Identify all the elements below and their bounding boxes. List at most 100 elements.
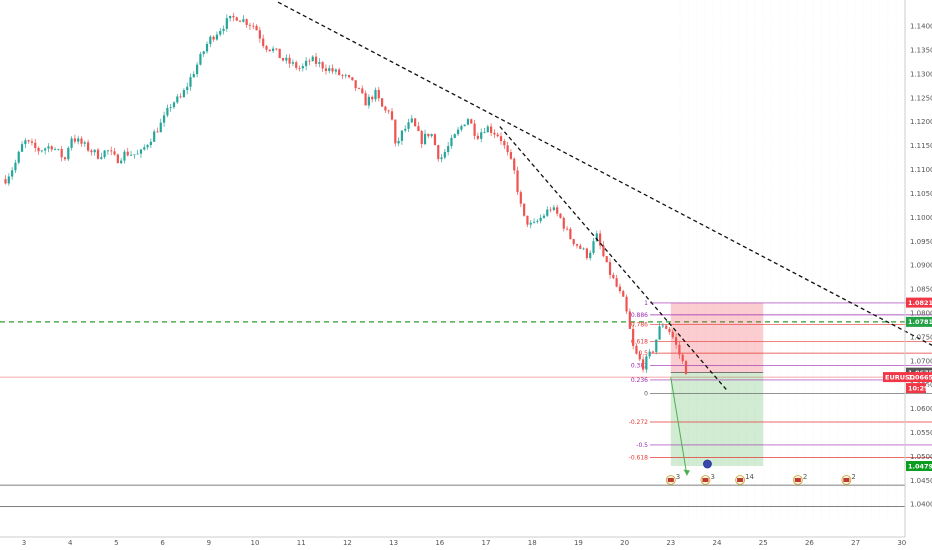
candle-body [549,209,552,211]
candle-body [40,150,43,152]
candle-body [608,262,612,275]
candle-body [483,132,486,134]
event-flag-stripe [794,478,801,482]
candle-body [83,142,86,144]
event-flag-stripe [737,478,744,482]
candle-body [499,136,503,141]
candle-body [565,228,569,230]
candle-body [123,151,126,161]
time-axis-tick: 17 [482,539,491,547]
candle-body [100,157,103,159]
candle-body [503,140,506,146]
candle-body [205,43,209,52]
candle-body [110,150,113,152]
candle-body [463,124,466,127]
fib-level-label: -0.272 [629,419,649,426]
time-axis-tick: 12 [343,539,352,547]
candle-body [271,48,275,51]
candle-body [126,151,129,156]
fib-level-label: 0.886 [631,312,648,319]
candle-body [11,170,14,177]
time-axis-tick: 23 [666,539,675,547]
candle-body [407,122,410,129]
time-axis-tick: 30 [897,539,906,547]
candle-body [225,18,228,29]
candle-body [605,256,608,263]
candle-body [575,244,579,246]
candle-body [635,345,638,354]
candle-body [182,90,185,98]
candle-body [641,359,645,370]
candle-body [476,135,479,139]
projection-arrow-head [683,469,690,476]
price-axis-tick: 1.10500 [910,190,932,198]
candle-body [681,354,684,362]
candle-body [595,233,598,242]
price-label-badge [906,316,932,327]
candle-body [153,131,156,142]
candle-body [651,351,655,353]
candle-body [106,150,110,152]
candle-body [417,126,420,132]
candle-body [50,146,53,150]
candle-body [344,75,347,76]
candle-body [63,157,67,160]
candle-body [658,326,661,340]
candle-body [361,88,364,94]
time-axis-tick: 10 [251,539,260,547]
candle-body [143,147,146,150]
price-axis-tick: 1.12000 [910,118,932,126]
candle-body [222,28,225,31]
candle-body [172,102,176,108]
time-axis-tick: 3 [22,539,26,547]
candle-body [255,25,258,31]
candle-body [380,98,384,107]
time-axis-tick: 25 [759,539,768,547]
price-axis-tick: 1.09500 [910,238,932,246]
candle-body [113,151,116,155]
candle-body [149,141,152,146]
candle-body [427,133,430,137]
candle-body [420,131,423,145]
time-axis-tick: 27 [851,539,860,547]
candle-body [242,19,245,22]
candle-body [57,149,60,150]
candle-body [387,110,390,112]
candle-body [24,140,27,145]
time-axis-tick: 4 [68,539,73,547]
fib-level-label: 0.5 [638,350,648,357]
fib-level-label: -0.618 [629,454,649,461]
price-label-badge [906,297,932,308]
candle-body [582,248,585,250]
candle-body [162,115,166,123]
candle-body [367,96,370,106]
price-label-text: 1.07814 [908,318,932,326]
candle-body [331,68,334,72]
candle-body [602,245,605,257]
candle-body [546,209,549,216]
candle-body [374,89,377,100]
candle-body [169,107,172,108]
candle-body [156,131,159,133]
candle-body [579,245,582,249]
fib-level-label: 0.618 [631,339,648,346]
price-axis-tick: 1.04500 [910,477,932,485]
price-axis-tick: 1.08000 [910,309,932,317]
candle-body [179,96,182,98]
candle-body [456,129,460,135]
candle-body [288,57,291,64]
candle-body [93,149,96,153]
event-count: 3 [676,473,680,481]
candle-body [430,134,433,137]
candle-body [238,20,242,22]
candle-body [480,132,483,139]
candle-body [615,278,618,287]
event-count: 14 [745,473,754,481]
candle-body [397,140,400,144]
candle-body [219,30,222,35]
candle-body [209,36,212,44]
candle-body [423,133,427,145]
event-count: 2 [803,473,807,481]
candle-body [258,30,261,39]
